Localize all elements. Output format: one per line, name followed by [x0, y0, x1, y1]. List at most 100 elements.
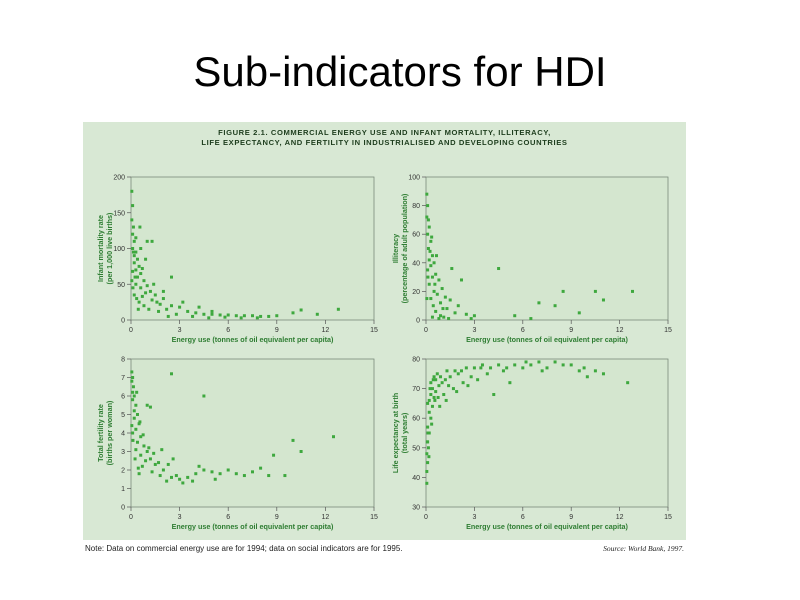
- data-point: [135, 297, 139, 301]
- x-tick-label: 15: [370, 514, 378, 521]
- data-point: [425, 440, 429, 444]
- data-point: [476, 378, 480, 382]
- data-point: [432, 395, 436, 399]
- data-point: [428, 249, 432, 253]
- data-point: [432, 375, 436, 379]
- data-point: [513, 363, 517, 367]
- data-point: [136, 307, 140, 311]
- data-point: [438, 404, 442, 408]
- data-point: [197, 305, 201, 309]
- data-point: [158, 474, 162, 478]
- data-point: [166, 314, 170, 318]
- data-point: [132, 239, 136, 243]
- data-point: [197, 464, 201, 468]
- data-point: [431, 378, 435, 382]
- data-point: [242, 474, 246, 478]
- y-axis-label-line: Illiteracy: [391, 234, 400, 263]
- data-point: [207, 316, 211, 320]
- data-point: [442, 315, 446, 319]
- data-point: [492, 393, 496, 397]
- data-point: [426, 247, 430, 250]
- data-point: [134, 448, 138, 452]
- x-tick-label: 15: [664, 327, 672, 334]
- data-point: [135, 390, 139, 394]
- figure-source: Source: World Bank, 1997.: [603, 544, 684, 553]
- y-tick-label: 100: [408, 175, 420, 182]
- data-point: [443, 378, 447, 382]
- data-point: [332, 435, 335, 439]
- data-point: [145, 403, 149, 407]
- data-point: [165, 307, 169, 311]
- data-point: [426, 446, 430, 450]
- data-point: [432, 289, 436, 293]
- data-point: [242, 314, 246, 318]
- plot-area: [130, 176, 375, 321]
- data-point: [464, 312, 468, 316]
- data-point: [336, 307, 340, 311]
- data-point: [585, 375, 589, 379]
- x-tick-label: 0: [129, 514, 133, 521]
- data-point: [157, 309, 161, 313]
- data-point: [140, 294, 144, 298]
- data-point: [140, 267, 144, 271]
- x-axis-label: Energy use (tonnes of oil equivalent per…: [172, 335, 334, 344]
- data-point: [191, 314, 195, 318]
- data-point: [174, 312, 178, 316]
- data-point: [429, 239, 433, 243]
- data-point: [441, 307, 445, 311]
- data-point: [437, 317, 441, 321]
- data-point: [429, 416, 433, 420]
- data-point: [430, 235, 434, 239]
- data-point: [135, 275, 139, 279]
- y-tick-label: 30: [412, 505, 420, 512]
- data-point: [131, 376, 135, 379]
- data-point: [130, 279, 134, 283]
- data-point: [139, 453, 143, 457]
- y-tick-label: 8: [121, 357, 125, 364]
- y-axis-label-line: (percentage of adult population): [400, 193, 409, 303]
- data-point: [283, 474, 287, 478]
- plot-area: [130, 358, 375, 508]
- data-point: [443, 295, 447, 299]
- data-point: [150, 298, 154, 302]
- data-point: [226, 468, 230, 472]
- data-point: [426, 431, 430, 435]
- data-point: [148, 457, 152, 461]
- y-tick-label: 1: [121, 486, 125, 493]
- data-point: [448, 298, 452, 302]
- data-point: [426, 461, 430, 465]
- data-point: [440, 381, 444, 385]
- x-axis-label: Energy use (tonnes of oil equivalent per…: [466, 522, 628, 531]
- data-point: [459, 278, 463, 282]
- y-tick-label: 50: [117, 282, 125, 289]
- data-point: [234, 472, 238, 476]
- data-point: [131, 250, 135, 254]
- data-point: [132, 416, 136, 420]
- data-point: [134, 427, 138, 431]
- data-point: [145, 450, 149, 453]
- y-tick-label: 40: [412, 475, 420, 482]
- x-tick-label: 15: [664, 514, 672, 521]
- data-point: [429, 264, 433, 268]
- data-point: [132, 394, 136, 398]
- data-point: [157, 461, 161, 465]
- data-point: [425, 452, 429, 456]
- data-point: [132, 293, 136, 297]
- data-point: [131, 204, 135, 208]
- data-point: [181, 300, 185, 304]
- data-point: [447, 384, 451, 388]
- data-point: [472, 366, 476, 370]
- y-tick-label: 2: [121, 468, 125, 475]
- data-point: [430, 387, 434, 391]
- data-point: [178, 477, 182, 481]
- data-point: [450, 267, 454, 271]
- data-point: [194, 472, 198, 476]
- data-point: [145, 284, 149, 288]
- data-point: [165, 479, 169, 483]
- data-point: [133, 457, 137, 461]
- data-point: [453, 311, 457, 315]
- data-point: [427, 398, 431, 402]
- x-tick-label: 6: [521, 514, 525, 521]
- data-point: [181, 481, 185, 485]
